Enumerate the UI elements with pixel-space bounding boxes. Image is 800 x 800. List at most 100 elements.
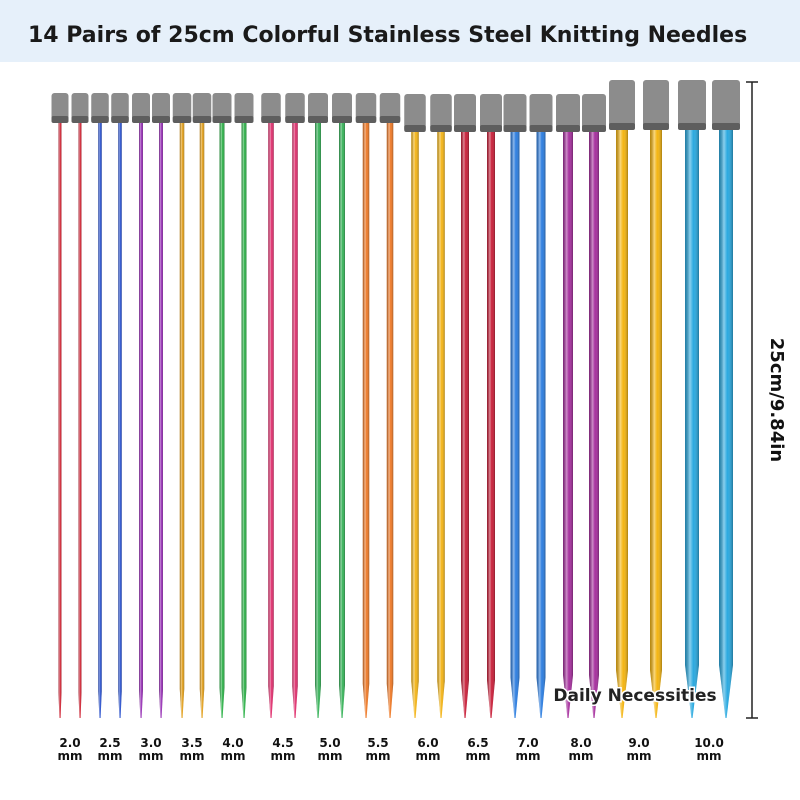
needle-cap bbox=[379, 93, 401, 123]
needle-shine bbox=[219, 119, 225, 718]
size-unit: mm bbox=[365, 749, 390, 763]
needle-shine bbox=[536, 128, 546, 718]
needle-cap bbox=[234, 93, 254, 123]
needle-shine bbox=[563, 128, 573, 718]
needle-cap-shade bbox=[643, 123, 669, 130]
needle-cap-shade bbox=[234, 116, 254, 123]
needle-cap bbox=[332, 93, 352, 123]
needle-shine bbox=[589, 128, 599, 718]
needle-shine bbox=[362, 119, 370, 718]
needle-cap-shade bbox=[91, 116, 109, 123]
needle-cap-shade bbox=[678, 123, 706, 130]
needle-cap-shade bbox=[355, 116, 377, 123]
size-unit: mm bbox=[220, 749, 245, 763]
needle-shine bbox=[437, 128, 445, 718]
needle-cap-shade bbox=[480, 125, 502, 132]
needle-shine bbox=[241, 119, 247, 718]
needle-shine bbox=[461, 128, 469, 718]
needle-shine bbox=[139, 119, 143, 718]
needle-shine bbox=[719, 126, 733, 718]
needle-shine bbox=[179, 119, 185, 718]
size-unit: mm bbox=[415, 749, 440, 763]
watermark: Daily Necessities bbox=[553, 686, 716, 706]
needle-cap-shade bbox=[454, 125, 476, 132]
size-labels: 2.0mm2.5mm3.0mm3.5mm4.0mm4.5mm5.0mm5.5mm… bbox=[57, 736, 723, 763]
needle-shine bbox=[78, 119, 82, 718]
needle-cap-shade bbox=[71, 116, 89, 123]
needle-shine bbox=[487, 128, 495, 718]
needle-cap bbox=[712, 80, 740, 130]
needle-cap bbox=[529, 94, 553, 132]
needle-cap bbox=[212, 93, 232, 123]
size-value: 9.0 bbox=[628, 736, 649, 750]
needle-shine bbox=[650, 126, 662, 718]
size-unit: mm bbox=[696, 749, 721, 763]
size-unit: mm bbox=[626, 749, 651, 763]
needle-cap-shade bbox=[430, 125, 452, 132]
size-value: 2.5 bbox=[99, 736, 120, 750]
needle-cap bbox=[91, 93, 109, 123]
needle-cap-shade bbox=[172, 116, 192, 123]
needle-cap bbox=[261, 93, 281, 123]
needle-shine bbox=[292, 119, 298, 718]
needle-cap-shade bbox=[404, 125, 426, 132]
needle-cap bbox=[172, 93, 192, 123]
needle-cap bbox=[454, 94, 476, 132]
needle-shine bbox=[386, 119, 394, 718]
needle-shine bbox=[118, 119, 122, 718]
needle-cap-shade bbox=[332, 116, 352, 123]
needle-shine bbox=[98, 119, 102, 718]
needle-cap-shade bbox=[712, 123, 740, 130]
needle-cap bbox=[404, 94, 426, 132]
needle-cap-shade bbox=[582, 125, 606, 132]
size-value: 5.5 bbox=[367, 736, 388, 750]
needle-cap-shade bbox=[609, 123, 635, 130]
size-value: 10.0 bbox=[694, 736, 724, 750]
needle-shine bbox=[411, 128, 419, 718]
size-unit: mm bbox=[97, 749, 122, 763]
needle-cap bbox=[51, 93, 69, 123]
needle-shine bbox=[510, 128, 520, 718]
needle-cap bbox=[556, 94, 580, 132]
needle-cap-shade bbox=[503, 125, 527, 132]
needle-cap-shade bbox=[379, 116, 401, 123]
needle-cap bbox=[678, 80, 706, 130]
needle-cap bbox=[355, 93, 377, 123]
needle-cap bbox=[71, 93, 89, 123]
dimension-label: 25cm/9.84in bbox=[766, 338, 787, 462]
size-value: 2.0 bbox=[59, 736, 80, 750]
size-value: 3.5 bbox=[181, 736, 202, 750]
size-unit: mm bbox=[179, 749, 204, 763]
size-value: 5.0 bbox=[319, 736, 340, 750]
needle-cap-shade bbox=[192, 116, 212, 123]
needle-cap-shade bbox=[285, 116, 305, 123]
size-unit: mm bbox=[138, 749, 163, 763]
needle-cap bbox=[132, 93, 150, 123]
needle-cap bbox=[430, 94, 452, 132]
needle-cap-shade bbox=[556, 125, 580, 132]
dimension-bg bbox=[760, 320, 792, 480]
needle-cap-shade bbox=[152, 116, 170, 123]
needle-shine bbox=[315, 119, 321, 718]
size-value: 8.0 bbox=[570, 736, 591, 750]
needle-cap-shade bbox=[308, 116, 328, 123]
size-value: 4.5 bbox=[272, 736, 293, 750]
size-unit: mm bbox=[270, 749, 295, 763]
needle-cap-shade bbox=[51, 116, 69, 123]
needle-shine bbox=[339, 119, 345, 718]
size-unit: mm bbox=[465, 749, 490, 763]
needle-cap-shade bbox=[132, 116, 150, 123]
needle-cap bbox=[480, 94, 502, 132]
size-unit: mm bbox=[515, 749, 540, 763]
needle-cap-shade bbox=[529, 125, 553, 132]
needle-cap-shade bbox=[111, 116, 129, 123]
needle-cap bbox=[643, 80, 669, 130]
size-value: 7.0 bbox=[517, 736, 538, 750]
needle-shine bbox=[199, 119, 205, 718]
title-bar bbox=[0, 0, 800, 62]
needle-cap bbox=[285, 93, 305, 123]
size-value: 3.0 bbox=[140, 736, 161, 750]
size-value: 4.0 bbox=[222, 736, 243, 750]
needle-cap bbox=[308, 93, 328, 123]
size-unit: mm bbox=[568, 749, 593, 763]
